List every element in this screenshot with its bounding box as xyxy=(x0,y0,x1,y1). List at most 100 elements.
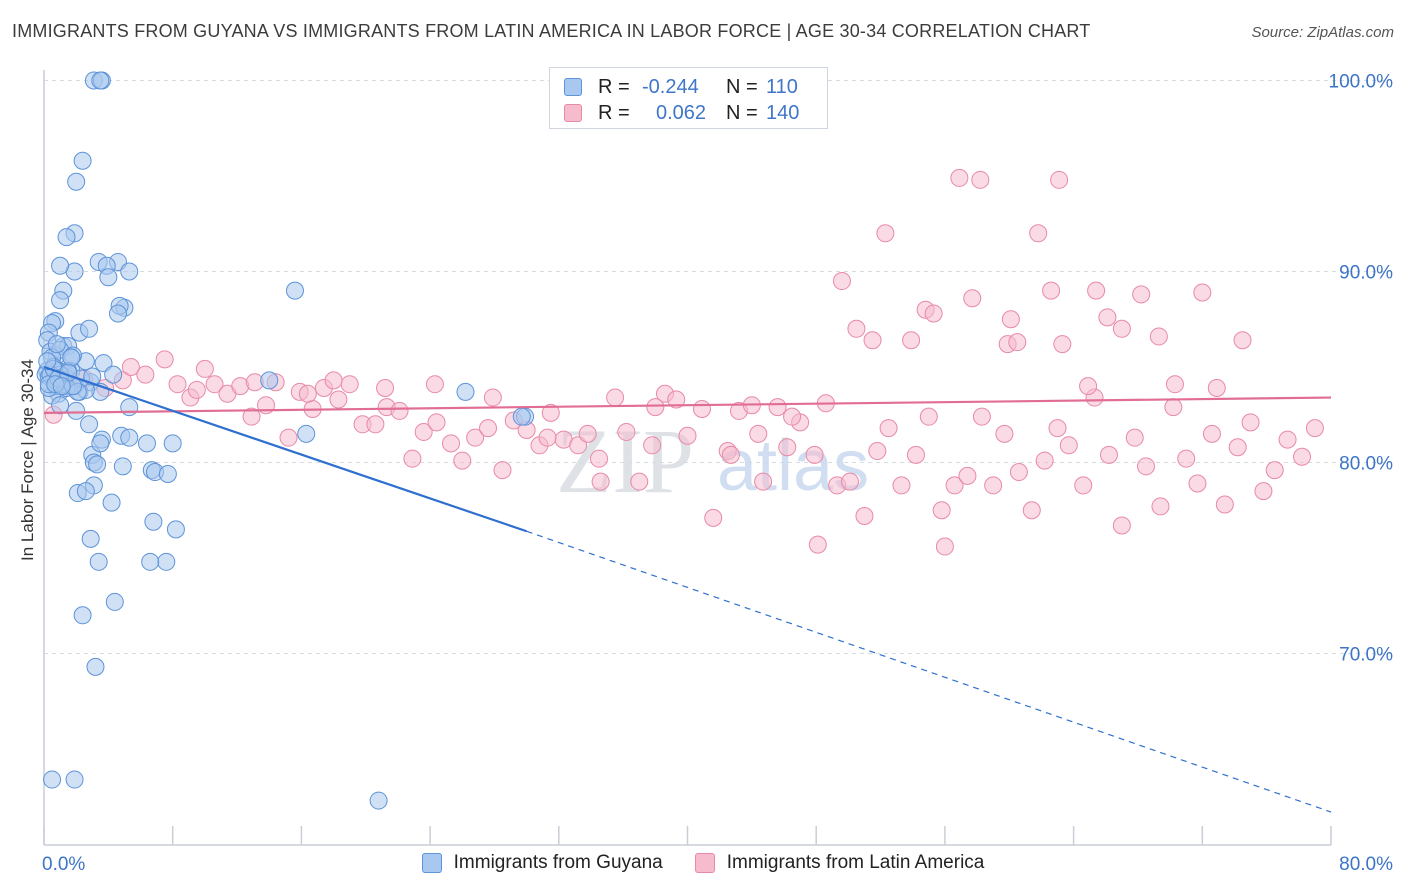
data-point-latin-america xyxy=(1099,445,1118,464)
data-point-latin-america xyxy=(805,445,824,464)
x-tick-label: 0.0% xyxy=(42,854,85,875)
data-point-latin-america xyxy=(892,476,911,495)
data-point-latin-america xyxy=(340,375,359,394)
legend-r-label: R = xyxy=(598,101,630,124)
data-point-guyana xyxy=(52,377,71,396)
data-point-latin-america xyxy=(643,436,662,455)
data-point-latin-america xyxy=(1029,224,1048,243)
legend-item-latin-america: Immigrants from Latin America xyxy=(694,852,985,874)
data-point-guyana xyxy=(81,529,100,548)
data-point-latin-america xyxy=(1079,377,1098,396)
y-tick-label: 80.0% xyxy=(1339,454,1393,475)
data-point-guyana xyxy=(120,398,139,417)
data-point-latin-america xyxy=(971,170,990,189)
legend-label-latin-america: Immigrants from Latin America xyxy=(726,852,985,873)
legend-swatch-guyana xyxy=(421,853,442,873)
data-point-latin-america xyxy=(1001,310,1020,329)
data-point-latin-america xyxy=(919,407,938,426)
data-point-latin-america xyxy=(1112,319,1131,338)
data-point-latin-america xyxy=(242,407,261,426)
legend-swatch-latin-america xyxy=(564,104,582,122)
data-point-latin-america xyxy=(1228,438,1247,457)
legend-n-value: 140 xyxy=(766,101,800,124)
legend-n-label: N = xyxy=(726,101,758,124)
data-point-latin-america xyxy=(279,428,298,447)
data-point-guyana xyxy=(65,770,84,789)
data-point-latin-america xyxy=(329,390,348,409)
data-point-latin-america xyxy=(778,438,797,457)
data-point-latin-america xyxy=(963,289,982,308)
data-point-latin-america xyxy=(425,375,444,394)
data-point-latin-america xyxy=(1202,424,1221,443)
data-point-guyana xyxy=(163,434,182,453)
data-point-guyana xyxy=(43,770,62,789)
chart-title: IMMIGRANTS FROM GUYANA VS IMMIGRANTS FRO… xyxy=(12,21,1091,41)
data-point-latin-america xyxy=(1193,283,1212,302)
data-point-latin-america xyxy=(924,304,943,323)
trendline-guyana xyxy=(43,365,527,533)
data-point-latin-america xyxy=(390,401,409,420)
data-point-latin-america xyxy=(704,508,723,527)
data-point-latin-america xyxy=(324,371,343,390)
data-point-guyana xyxy=(76,482,95,501)
data-point-guyana xyxy=(260,371,279,390)
data-point-latin-america xyxy=(1215,495,1234,514)
data-point-latin-america xyxy=(493,461,512,480)
legend-label-guyana: Immigrants from Guyana xyxy=(453,852,663,873)
correlation-legend: R = -0.244 N = 110 R = 0.062 N = 140 xyxy=(549,67,828,129)
data-point-latin-america xyxy=(950,168,969,187)
data-point-latin-america xyxy=(1177,449,1196,468)
data-point-latin-america xyxy=(403,449,422,468)
x-tick-label: 80.0% xyxy=(1339,854,1393,875)
data-point-latin-america xyxy=(721,445,740,464)
data-point-guyana xyxy=(297,424,316,443)
data-point-latin-america xyxy=(121,358,140,376)
data-point-latin-america xyxy=(863,331,882,350)
data-point-latin-america xyxy=(1008,333,1027,352)
data-point-guyana xyxy=(157,552,176,571)
data-point-latin-america xyxy=(1022,501,1041,520)
data-point-latin-america xyxy=(187,380,206,399)
data-point-guyana xyxy=(38,352,57,371)
data-point-latin-america xyxy=(1293,447,1312,466)
data-point-guyana xyxy=(91,71,110,90)
data-point-guyana xyxy=(166,520,185,539)
data-point-latin-america xyxy=(1233,331,1252,350)
data-point-latin-america xyxy=(1087,281,1106,300)
data-point-latin-america xyxy=(1035,451,1054,470)
data-point-guyana xyxy=(109,304,128,323)
legend-r-value: -0.244 xyxy=(642,75,699,98)
y-tick-label: 70.0% xyxy=(1339,645,1393,666)
data-point-latin-america xyxy=(1151,497,1170,516)
data-point-latin-america xyxy=(569,436,588,455)
data-point-latin-america xyxy=(768,398,787,417)
data-point-latin-america xyxy=(1164,398,1183,417)
legend-n-label: N = xyxy=(726,75,758,98)
y-tick-label: 90.0% xyxy=(1339,263,1393,284)
data-point-guyana xyxy=(91,434,110,453)
data-point-latin-america xyxy=(984,476,1003,495)
data-point-latin-america xyxy=(832,272,851,291)
data-point-latin-america xyxy=(906,445,925,464)
data-point-guyana xyxy=(83,367,102,386)
data-point-latin-america xyxy=(1254,482,1273,501)
data-point-guyana xyxy=(80,415,99,434)
data-point-latin-america xyxy=(783,407,802,426)
data-point-latin-america xyxy=(692,400,711,419)
data-point-guyana xyxy=(369,791,388,810)
data-point-guyana xyxy=(67,172,86,191)
y-tick-label: 100.0% xyxy=(1329,72,1394,93)
legend-swatch-latin-america xyxy=(694,853,715,873)
data-point-latin-america xyxy=(1098,308,1117,327)
data-point-guyana xyxy=(120,428,139,447)
data-point-latin-america xyxy=(945,476,964,495)
trendline-guyana-extrapolated xyxy=(526,530,1332,813)
data-point-guyana xyxy=(89,552,108,571)
data-point-guyana xyxy=(51,256,70,275)
data-point-guyana xyxy=(113,457,132,476)
data-point-latin-america xyxy=(591,472,610,491)
data-point-guyana xyxy=(137,434,156,453)
data-point-latin-america xyxy=(1207,379,1226,398)
series-latin-america-points xyxy=(44,168,1324,556)
